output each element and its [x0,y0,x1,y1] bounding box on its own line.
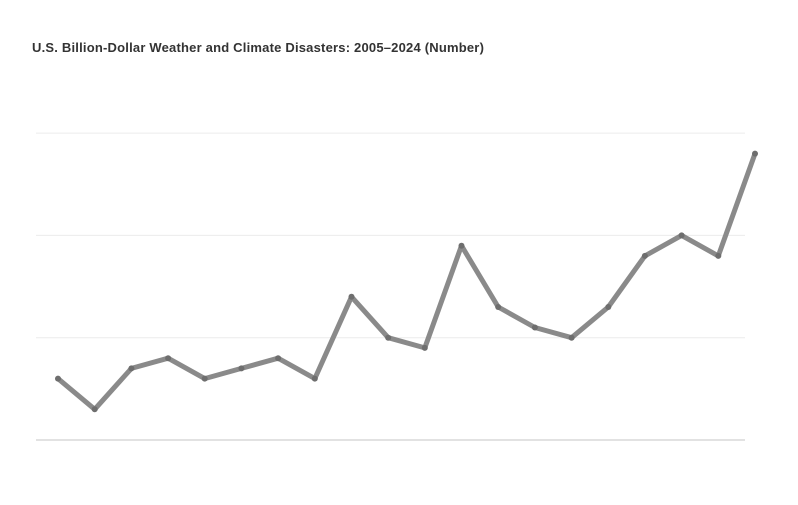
data-point [238,365,245,372]
data-point [348,293,355,300]
data-point [715,252,722,259]
series-layer [55,150,758,413]
data-point [605,304,612,310]
data-point [568,334,575,341]
data-point [311,375,318,382]
chart-title: U.S. Billion-Dollar Weather and Climate … [32,40,485,55]
data-point [385,334,392,341]
data-point [421,344,428,351]
data-point [752,150,758,157]
grid-layer [36,132,745,441]
data-point [641,252,648,259]
series-line [55,151,758,412]
data-point [201,375,208,382]
data-point [531,324,538,331]
data-point [275,355,282,362]
data-point [678,232,685,239]
data-point [91,406,98,413]
data-point [495,304,502,310]
data-point [55,375,61,382]
data-point [458,242,465,249]
data-point [128,365,135,372]
data-point [165,355,172,362]
